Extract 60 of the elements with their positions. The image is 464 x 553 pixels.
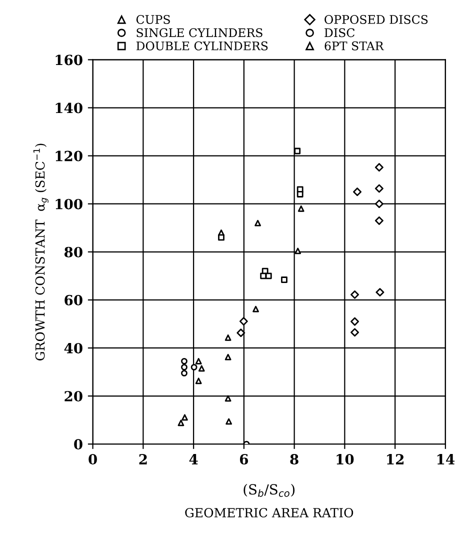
point [218,234,224,241]
y-tick-label: 100 [56,198,82,210]
y-tick-label: 0 [74,439,82,450]
x-tick-label: 4 [189,454,198,464]
legend-label: DISC [324,28,354,38]
point [374,184,384,193]
point [350,317,359,326]
point [195,378,202,384]
point [181,364,188,370]
y-tick-label: 60 [64,294,82,306]
point [224,334,232,341]
x-tick-label: 14 [437,454,455,464]
point [252,306,259,312]
point [198,365,205,372]
point [182,414,188,421]
x-tick-label: 8 [290,454,298,465]
y-tick-label: 80 [64,246,82,258]
y-tick-label: 140 [56,102,82,114]
legend-label: CUPS [136,15,170,24]
legend-label: SINGLE CYLINDERS [136,28,262,38]
x-tick-label: 10 [336,454,354,465]
point [224,395,232,402]
point [178,420,184,426]
y-tick-label: 120 [56,150,82,162]
x-tick-label: 12 [387,454,404,464]
point [224,354,232,360]
x-tick-label: 0 [88,454,97,465]
legend-label: DOUBLE CYLINDERS [136,41,268,50]
point [226,418,232,425]
point [353,188,362,196]
y-axis-title: GROWTH CONSTANT α$_{g}$ (SEC$^{−1}$) [33,144,48,360]
point [254,220,261,226]
point [236,328,246,338]
point [190,364,198,370]
point [260,272,267,280]
point [265,272,272,280]
legend-label: 6PT STAR [324,41,384,50]
point [376,288,384,296]
y-tick-label: 40 [64,342,82,354]
x-tick-label: 2 [139,454,147,464]
y-tick-label: 20 [64,390,82,402]
point [281,276,288,283]
point [181,358,188,364]
point [374,200,384,208]
point [350,328,359,337]
legend-label: OPPOSED DISCS [324,15,428,24]
x-axis-title: (S$_{b}$/S$_{co}$) [244,484,295,497]
point [294,248,302,254]
point [181,370,188,376]
text: GEOMETRIC AREA RATIO [185,508,354,518]
point [298,205,304,212]
x-tick-label: 6 [240,454,248,465]
y-tick-label: 160 [56,54,82,66]
point [239,317,248,326]
point [374,216,384,225]
point [296,191,304,198]
point [350,290,359,299]
point [195,358,202,364]
point [374,163,384,172]
point [294,148,301,154]
